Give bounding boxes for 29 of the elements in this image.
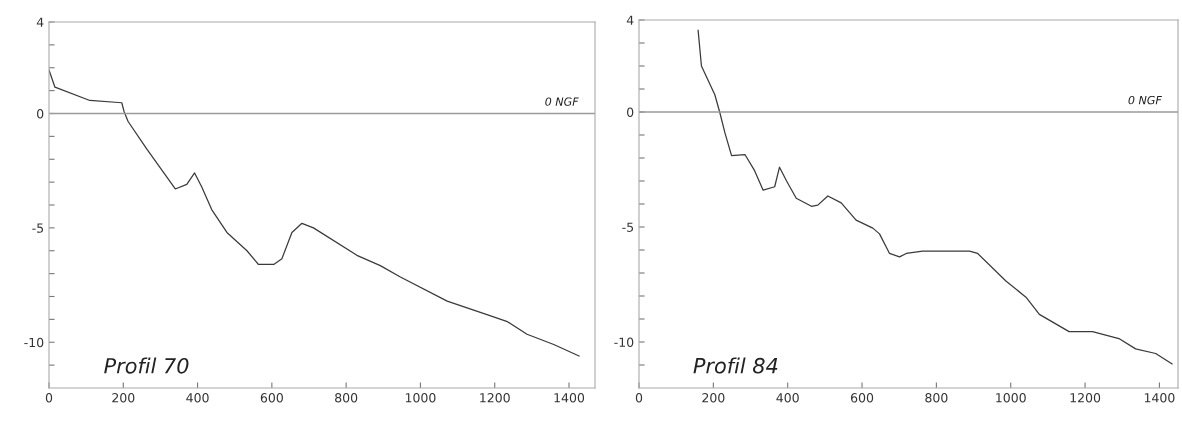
- x-tick-label: 200: [702, 393, 725, 403]
- x-tick-label: 1400: [1144, 393, 1175, 403]
- x-tick-label: 800: [925, 393, 948, 403]
- y-tick-label: -5: [32, 223, 44, 233]
- x-tick-label: 600: [850, 393, 874, 403]
- x-tick-label: 200: [112, 393, 135, 403]
- x-tick-label: 600: [260, 393, 283, 403]
- y-tick-label: -5: [622, 222, 634, 232]
- x-tick-label: 1400: [554, 393, 585, 403]
- annotation: Profil 84: [693, 357, 778, 374]
- line-series: [49, 69, 580, 357]
- x-tick-label: 400: [776, 393, 799, 403]
- y-tick-label: 0: [627, 107, 634, 117]
- x-tick-label: 1200: [480, 393, 510, 403]
- y-tick-label: 0: [37, 108, 44, 119]
- x-tick-label: 0: [45, 393, 53, 403]
- x-tick-label: 400: [186, 393, 209, 403]
- x-tick-label: 0: [635, 393, 643, 403]
- y-tick-label: 4: [36, 17, 44, 27]
- y-tick-label: -10: [614, 337, 634, 347]
- x-tick-label: 1000: [405, 393, 436, 403]
- x-tick-label: 800: [335, 393, 358, 403]
- annotation: Profil 70: [104, 357, 189, 374]
- x-tick-label: 1000: [996, 393, 1026, 403]
- y-tick-label: 4: [626, 15, 634, 25]
- ref-line-label: 0 NGF: [1128, 95, 1162, 105]
- y-tick-label: -10: [24, 337, 44, 348]
- x-tick-label: 1200: [1070, 393, 1101, 403]
- ref-line-label: 0 NGF: [545, 97, 579, 106]
